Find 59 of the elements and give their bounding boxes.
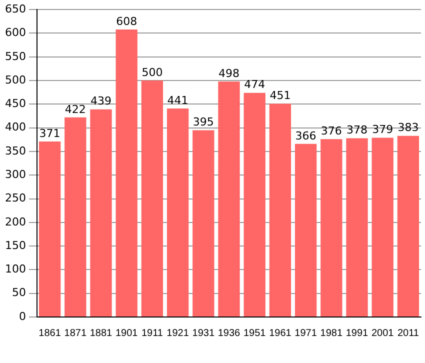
- data-label: 500: [142, 66, 163, 79]
- bar: [90, 109, 112, 316]
- bar: [346, 138, 368, 316]
- bar: [244, 92, 266, 316]
- x-tick-label: 1911: [141, 328, 164, 339]
- y-tick-label: 350: [4, 144, 26, 158]
- x-tick-label: 1961: [269, 328, 292, 339]
- y-tick-label: 400: [4, 120, 26, 134]
- bar: [38, 142, 61, 316]
- x-tick-label: 1861: [38, 328, 62, 339]
- y-tick-label: 150: [4, 238, 26, 252]
- x-tick-label: 1981: [320, 328, 343, 339]
- data-label: 498: [218, 66, 240, 80]
- y-tick-label: 0: [18, 310, 26, 323]
- bar: [372, 138, 394, 316]
- y-tick-label: 200: [4, 215, 26, 228]
- bar: [269, 104, 292, 316]
- x-tick-label: 2011: [397, 328, 420, 339]
- x-tick-label: 1901: [115, 328, 138, 339]
- x-tick-label: 1991: [346, 328, 369, 339]
- x-tick-label: 1936: [218, 328, 241, 339]
- y-tick-label: 500: [4, 73, 26, 86]
- data-label: 379: [372, 123, 394, 136]
- y-tick-label: 250: [4, 192, 26, 205]
- x-tick-label: 1881: [90, 328, 113, 339]
- x-tick-label: 1971: [294, 328, 318, 339]
- y-tick-label: 450: [4, 97, 26, 110]
- data-label: 395: [192, 116, 214, 129]
- x-tick-label: 2001: [371, 328, 394, 339]
- bar: [166, 108, 189, 316]
- data-label: 474: [244, 78, 266, 92]
- data-label: 439: [90, 94, 112, 108]
- x-tick-label: 1951: [243, 328, 266, 339]
- y-tick-label: 50: [12, 286, 26, 300]
- y-tick-label: 650: [4, 2, 26, 16]
- y-tick-label: 300: [4, 168, 26, 181]
- data-label: 383: [398, 121, 419, 134]
- bar: [218, 81, 240, 316]
- data-label: 451: [270, 89, 291, 102]
- y-tick-label: 600: [4, 26, 26, 40]
- y-tick-label: 550: [4, 50, 26, 63]
- bar: [294, 144, 317, 316]
- data-label: 378: [346, 124, 368, 137]
- bar: [192, 130, 214, 316]
- data-label: 366: [295, 129, 316, 142]
- bar: [64, 117, 86, 316]
- data-label: 371: [39, 126, 60, 140]
- data-label: 608: [116, 14, 138, 28]
- bar: [320, 139, 342, 316]
- bar: [397, 136, 420, 316]
- x-tick-label: 1871: [64, 328, 87, 339]
- bar: [116, 29, 138, 316]
- x-tick-label: 1921: [166, 328, 190, 339]
- data-label: 376: [320, 124, 342, 138]
- bar: [141, 80, 164, 316]
- y-tick-label: 100: [4, 262, 26, 276]
- data-label: 441: [167, 94, 188, 107]
- data-label: 422: [64, 102, 86, 116]
- x-tick-label: 1931: [192, 328, 215, 339]
